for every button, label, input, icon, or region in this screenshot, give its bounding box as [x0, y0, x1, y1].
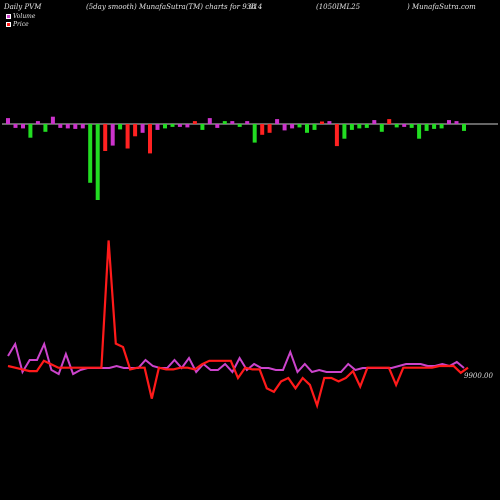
volume-bar — [387, 119, 392, 124]
volume-bar — [50, 116, 55, 125]
volume-bar — [409, 124, 414, 128]
volume-bar — [185, 124, 190, 128]
volume-bar — [334, 124, 339, 147]
chart-label-left: Daily PVM — [4, 3, 42, 11]
volume-bar — [73, 124, 78, 129]
volume-bar — [439, 124, 444, 129]
volume-bar — [170, 124, 175, 127]
volume-bar — [103, 124, 108, 151]
volume-bar — [320, 121, 324, 124]
volume-bar — [402, 124, 407, 127]
legend-item-volume: Volume — [6, 13, 35, 20]
volume-bar — [454, 121, 459, 124]
volume-bar — [43, 124, 48, 132]
volume-bar — [35, 121, 40, 124]
chart-title: (5day smooth) MunafaSutra(TM) charts for… — [86, 3, 256, 11]
volume-bar — [95, 124, 100, 200]
volume-bar — [133, 124, 138, 137]
volume-bar — [275, 119, 280, 124]
volume-bar — [349, 124, 354, 130]
volume-bar — [6, 118, 10, 124]
legend-label-price: Price — [13, 21, 29, 28]
volume-bar — [118, 124, 123, 130]
volume-bar — [80, 124, 85, 129]
volume-bar — [222, 121, 227, 124]
volume-bar — [432, 124, 437, 129]
volume-bar — [357, 124, 362, 129]
volume-line — [7, 341, 465, 376]
volume-bar — [305, 124, 309, 133]
volume-bar — [140, 124, 145, 133]
volume-bar — [230, 121, 235, 124]
volume-bar — [88, 124, 93, 183]
volume-bar — [13, 124, 18, 128]
volume-bar — [207, 118, 212, 124]
volume-bar — [342, 124, 347, 139]
chart-code: 614 — [249, 3, 263, 11]
volume-bar — [417, 124, 422, 139]
legend-swatch-price — [6, 22, 11, 27]
volume-bar — [447, 120, 451, 124]
volume-bar — [58, 124, 63, 128]
volume-bar — [110, 124, 115, 146]
volume-bar — [394, 124, 399, 128]
volume-bar — [364, 124, 369, 128]
volume-bar — [200, 124, 205, 130]
volume-bar — [148, 124, 152, 154]
volume-bar — [163, 124, 167, 129]
volume-bar — [290, 124, 295, 129]
price-value-label: 9900.00 — [464, 372, 493, 380]
volume-bar — [312, 124, 317, 130]
volume-bar — [462, 124, 466, 131]
volume-bar — [282, 124, 287, 131]
volume-bar — [28, 124, 33, 138]
volume-bar — [424, 124, 429, 131]
volume-bar — [245, 121, 250, 124]
volume-bar — [65, 124, 70, 129]
volume-bar — [177, 124, 182, 127]
site-label: ) MunafaSutra.com — [407, 3, 476, 11]
volume-bar — [260, 124, 265, 135]
price-line — [7, 240, 469, 410]
legend-swatch-volume — [6, 14, 11, 19]
volume-bar — [327, 121, 332, 124]
volume-bar — [21, 124, 25, 129]
legend-item-price: Price — [6, 21, 29, 28]
chart-series-code: (1050IML25 — [316, 3, 361, 11]
volume-bar — [267, 124, 272, 133]
volume-bar — [155, 124, 160, 130]
volume-bar — [372, 120, 377, 124]
volume-bar — [379, 124, 384, 132]
legend-label-volume: Volume — [13, 13, 36, 20]
volume-bar — [297, 124, 302, 128]
volume-bar — [252, 124, 257, 143]
volume-bar — [237, 124, 242, 127]
volume-bar — [125, 124, 130, 149]
volume-bar — [215, 124, 220, 128]
volume-bar — [192, 121, 197, 124]
